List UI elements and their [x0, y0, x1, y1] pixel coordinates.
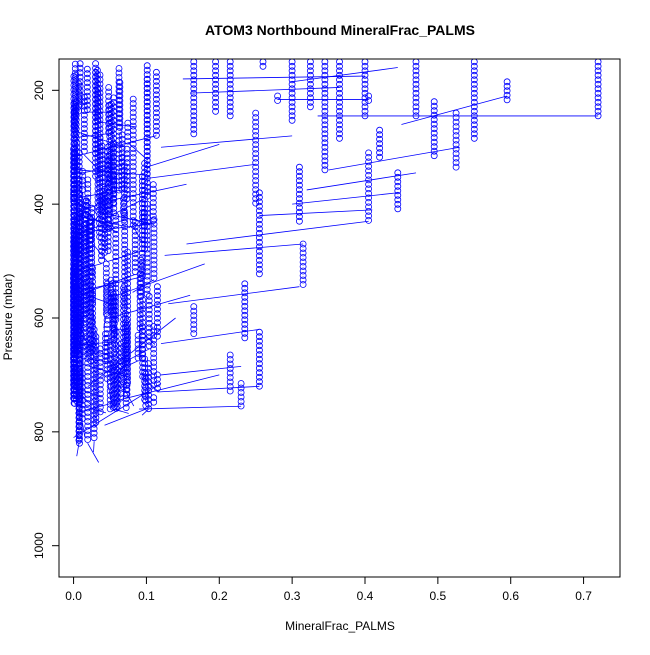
x-tick-label: 0.3: [284, 589, 301, 603]
x-tick-label: 0.1: [138, 589, 155, 603]
x-tick-label: 0.2: [211, 589, 228, 603]
x-tick-label: 0.4: [357, 589, 374, 603]
x-tick-label: 0.7: [575, 589, 592, 603]
y-tick-label: 400: [32, 194, 46, 214]
x-tick-label: 0.6: [502, 589, 519, 603]
y-tick-label: 800: [32, 422, 46, 442]
y-tick-label: 1000: [32, 532, 46, 559]
x-tick-label: 0.5: [430, 589, 447, 603]
x-axis-label: MineralFrac_PALMS: [285, 619, 395, 633]
chart-title: ATOM3 Northbound MineralFrac_PALMS: [205, 22, 475, 38]
y-tick-label: 600: [32, 308, 46, 328]
y-tick-label: 200: [32, 80, 46, 100]
x-tick-label: 0.0: [65, 589, 82, 603]
y-axis-label: Pressure (mbar): [1, 274, 15, 361]
